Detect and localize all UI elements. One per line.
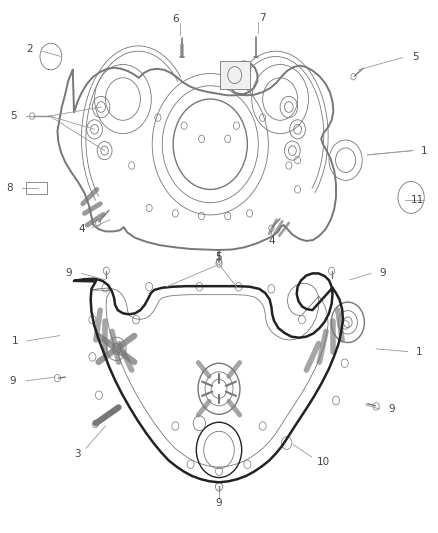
Text: 5: 5	[11, 111, 17, 121]
FancyBboxPatch shape	[25, 182, 47, 193]
Text: 11: 11	[411, 195, 424, 205]
FancyBboxPatch shape	[220, 61, 250, 90]
Text: 4: 4	[268, 236, 275, 246]
Text: 9: 9	[388, 404, 395, 414]
Text: 1: 1	[421, 146, 427, 156]
Text: 1: 1	[416, 346, 422, 357]
Text: 10: 10	[316, 457, 329, 467]
Text: 8: 8	[6, 183, 13, 193]
Text: 6: 6	[172, 14, 179, 25]
Text: 3: 3	[74, 449, 81, 458]
Text: 7: 7	[259, 13, 266, 23]
Text: 4: 4	[78, 224, 85, 235]
Text: 5: 5	[215, 253, 223, 262]
Text: 1: 1	[11, 336, 18, 346]
Text: 5: 5	[412, 52, 419, 61]
Text: 9: 9	[65, 269, 72, 278]
Text: 9: 9	[10, 376, 16, 386]
Text: 9: 9	[379, 269, 386, 278]
Text: 2: 2	[26, 44, 32, 53]
Text: 9: 9	[215, 498, 223, 508]
